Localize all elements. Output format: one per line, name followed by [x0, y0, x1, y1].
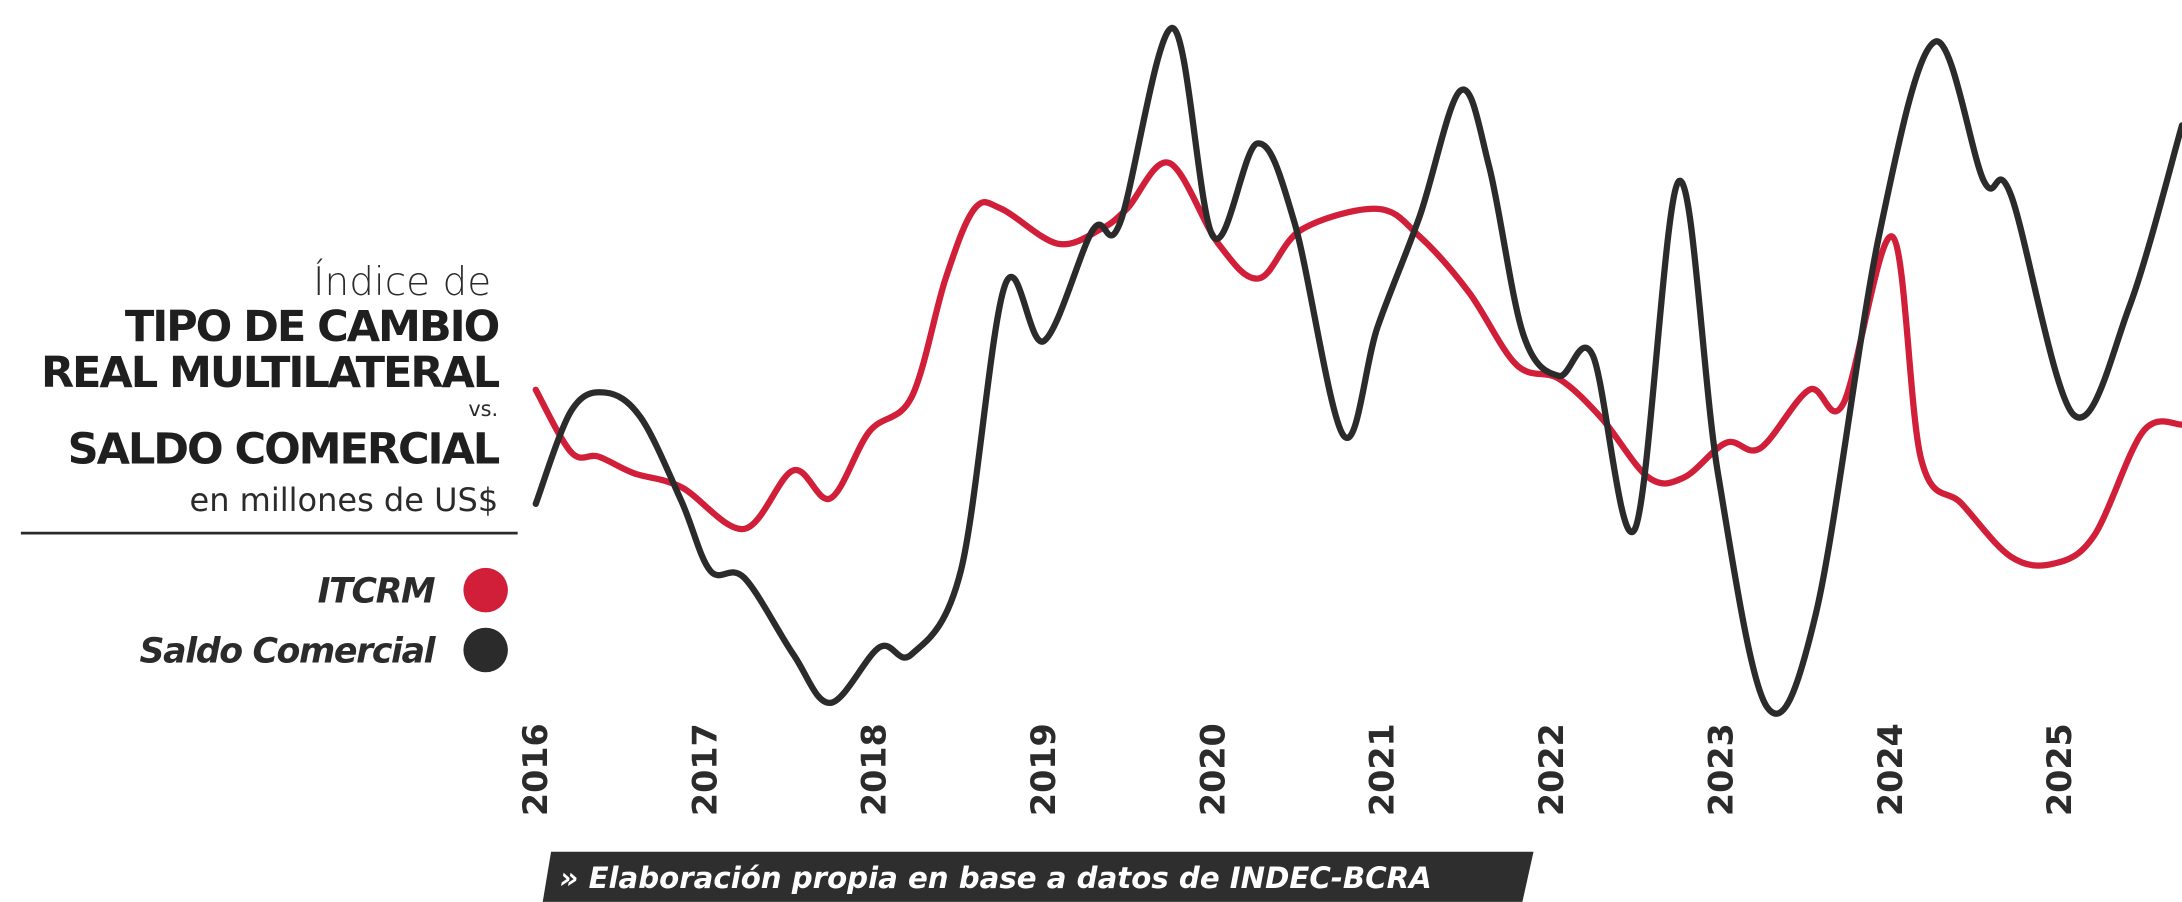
source: » Elaboración propia en base a datos de … — [559, 861, 1431, 895]
legend-label: Saldo Comercial — [140, 632, 437, 672]
x-tick-label: 2016 — [516, 723, 555, 816]
x-tick-label: 2025 — [2040, 723, 2079, 816]
title-line: SALDO COMERCIAL — [68, 425, 500, 475]
x-tick-label: 2017 — [685, 723, 724, 816]
x-tick-label: 2020 — [1193, 723, 1232, 816]
line — [532, 159, 2182, 569]
legend-swatch — [463, 627, 508, 673]
title-line: REAL MULTILATERAL — [41, 348, 500, 398]
title-line: Índice de — [313, 258, 491, 305]
title-line: vs. — [468, 397, 498, 421]
footer-banner — [542, 851, 1534, 902]
legend-swatch — [463, 567, 508, 613]
x-tick-label: 2021 — [1363, 723, 1402, 816]
x-tick-label: 2024 — [1871, 723, 1910, 816]
title-line: TIPO DE CAMBIO — [125, 302, 499, 352]
subtitle: en millones de US$ — [190, 481, 499, 519]
x-tick-label: 2023 — [1701, 723, 1740, 816]
x-tick-label: 2022 — [1532, 723, 1571, 816]
x-tick-label: 2019 — [1024, 723, 1063, 816]
legend-label: ITCRM — [318, 572, 435, 612]
x-tick-label: 2018 — [855, 723, 894, 816]
line — [532, 24, 2182, 717]
